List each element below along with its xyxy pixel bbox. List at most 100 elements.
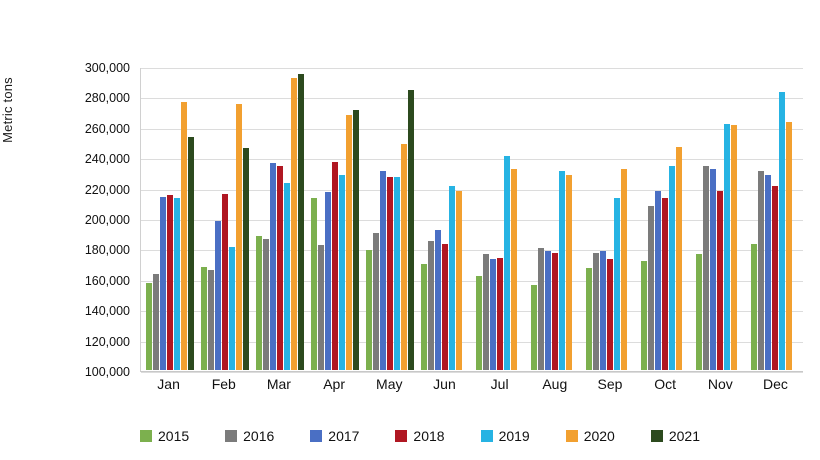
- bar-2016-aug: [538, 248, 545, 370]
- legend-label: 2020: [583, 428, 615, 444]
- legend-swatch-icon: [225, 430, 238, 442]
- gridline: [141, 128, 803, 130]
- bar-2021-apr: [352, 110, 359, 370]
- bar-2017-feb: [214, 221, 221, 370]
- y-tick-label: 140,000: [84, 304, 130, 319]
- bar-2018-may: [386, 176, 393, 370]
- gridline: [141, 189, 803, 191]
- legend-swatch-icon: [650, 430, 663, 442]
- legend-item-2019[interactable]: 2019: [480, 428, 530, 444]
- bar-2015-apr: [310, 198, 317, 370]
- legend-swatch-icon: [565, 430, 578, 442]
- gridline: [141, 280, 803, 282]
- gridline: [141, 220, 803, 221]
- bar-2017-mar: [269, 163, 276, 370]
- x-tick-label-oct: Oct: [654, 376, 677, 392]
- bar-2015-aug: [531, 284, 538, 370]
- x-tick-label-nov: Nov: [707, 376, 733, 392]
- bar-2017-aug: [545, 251, 552, 370]
- y-tick-label: 280,000: [84, 91, 130, 106]
- bar-2020-jun: [455, 190, 462, 370]
- gridline: [141, 68, 803, 69]
- bar-2017-sep: [600, 251, 607, 370]
- bar-group-aug: [528, 68, 583, 370]
- bar-group-feb: [197, 68, 252, 370]
- gridline: [141, 311, 803, 313]
- bar-group-jan: [142, 68, 197, 370]
- legend-item-2021[interactable]: 2021: [650, 428, 700, 444]
- bar-group-mar: [252, 68, 307, 370]
- legend-label: 2019: [498, 428, 530, 444]
- bar-2018-dec: [772, 186, 779, 370]
- legend-swatch-icon: [395, 430, 408, 442]
- bar-2019-jul: [504, 155, 510, 370]
- legend-swatch-icon: [310, 430, 323, 442]
- bar-2016-oct: [648, 205, 655, 370]
- bar-2016-apr: [317, 245, 324, 370]
- x-tick-label-feb: Feb: [211, 376, 236, 392]
- bar-2017-jul: [490, 259, 496, 370]
- legend-swatch-icon: [140, 430, 152, 442]
- bar-2015-may: [365, 249, 372, 370]
- bar-2020-may: [400, 143, 407, 370]
- bar-2020-oct: [676, 146, 683, 370]
- bar-2018-sep: [607, 259, 614, 370]
- bar-2020-nov: [731, 125, 738, 370]
- y-tick-label: 260,000: [84, 121, 130, 136]
- gridline: [141, 250, 803, 252]
- y-tick-label: 240,000: [84, 152, 130, 167]
- legend-item-2016[interactable]: 2016: [225, 428, 274, 444]
- gridline: [141, 159, 803, 161]
- y-tick-label: 120,000: [84, 334, 130, 349]
- y-tick-label: 200,000: [84, 213, 130, 227]
- bar-2016-dec: [758, 170, 765, 370]
- bar-2021-mar: [297, 73, 304, 370]
- bar-2018-apr: [331, 161, 338, 370]
- y-axis-title: Metric tons: [0, 77, 15, 143]
- bar-2020-aug: [566, 175, 573, 370]
- bar-group-oct: [638, 68, 693, 370]
- bar-2018-feb: [221, 193, 228, 370]
- legend: 2015 2016 2017 2018 2019 2020 2021: [140, 428, 700, 444]
- x-tick-label-mar: Mar: [266, 376, 291, 392]
- bar-2020-sep: [621, 169, 628, 370]
- bar-2018-mar: [276, 166, 283, 370]
- legend-label: 2018: [413, 428, 445, 444]
- bar-2015-sep: [586, 268, 593, 370]
- gridline: [141, 372, 803, 373]
- legend-item-2017[interactable]: 2017: [310, 428, 359, 444]
- y-tick-label: 180,000: [84, 243, 130, 258]
- bar-group-jun: [417, 68, 472, 370]
- x-tick-label-aug: Aug: [542, 376, 568, 392]
- bar-group-may: [362, 68, 417, 370]
- bar-2019-mar: [283, 183, 290, 370]
- bar-2015-jul: [476, 275, 482, 370]
- bar-2016-may: [372, 233, 379, 370]
- bar-group-sep: [583, 68, 638, 370]
- bar-2020-feb: [235, 104, 242, 370]
- y-tick-label: 300,000: [84, 61, 130, 75]
- legend-label: 2017: [328, 428, 360, 444]
- bar-2019-nov: [724, 123, 731, 370]
- y-tick-label: 160,000: [84, 273, 130, 288]
- bar-group-dec: [748, 68, 803, 370]
- bar-2016-jul: [483, 254, 489, 370]
- bar-2019-feb: [228, 246, 235, 370]
- bar-2017-oct: [655, 190, 662, 370]
- bar-2019-apr: [338, 175, 345, 370]
- bar-2017-apr: [324, 192, 331, 370]
- bar-2021-may: [407, 90, 414, 370]
- bar-2015-jun: [420, 263, 427, 370]
- bar-2017-dec: [765, 175, 772, 370]
- bar-2017-jun: [434, 230, 441, 370]
- x-tick-label-apr: Apr: [323, 376, 345, 392]
- gridline: [141, 341, 803, 343]
- bar-group-jul: [472, 68, 527, 370]
- legend-item-2018[interactable]: 2018: [395, 428, 445, 444]
- legend-item-2015[interactable]: 2015: [140, 428, 189, 444]
- legend-item-2020[interactable]: 2020: [565, 428, 615, 444]
- legend-swatch-icon: [480, 430, 493, 442]
- bar-2015-mar: [255, 236, 262, 370]
- gridline: [141, 98, 803, 100]
- bar-group-nov: [693, 68, 748, 370]
